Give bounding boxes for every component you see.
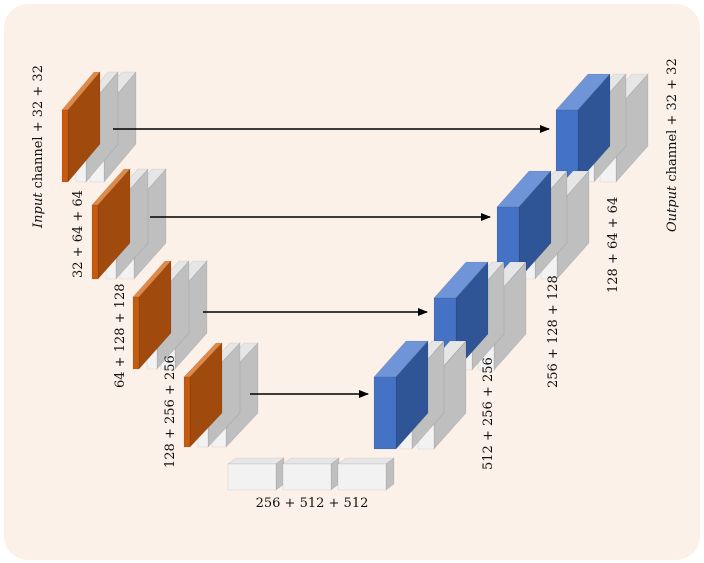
- label-bottleneck: 256 + 512 + 512: [256, 496, 369, 511]
- encoder-3-block-1: [132, 260, 172, 370]
- bottleneck-block-2-top: [282, 457, 340, 465]
- decoder-4-block-1-front: [373, 376, 397, 450]
- bottleneck-block-2: [282, 457, 340, 491]
- label-decoder-level-3: 256 + 128 + 128: [546, 275, 561, 388]
- diagram-background: [4, 4, 700, 560]
- skip-connection-arrows: [113, 125, 550, 398]
- label-decoder-level-4: 512 + 256 + 256: [481, 357, 496, 470]
- encoder-4-block-1: [183, 342, 223, 448]
- label-decoder-level-2: 128 + 64 + 64: [606, 197, 621, 293]
- label-encoder-level-3: 64 + 128 + 128: [113, 284, 128, 388]
- label-encoder-level-2: 32 + 64 + 64: [71, 190, 86, 278]
- bottleneck-block-3-front: [337, 463, 387, 491]
- bottleneck-block-2-front: [282, 463, 332, 491]
- decoder-1-block-1: [555, 73, 611, 183]
- label-input-channel: Input channel + 32 + 32: [31, 65, 46, 229]
- label-output-channel: Output channel + 32 + 32: [665, 58, 680, 232]
- encoder-4-block-1-front: [183, 376, 191, 448]
- label-encoder-level-4: 128 + 256 + 256: [163, 355, 178, 468]
- encoder-1-block-1: [61, 71, 101, 183]
- bottleneck-block-1-top: [227, 457, 285, 465]
- blocks-layer: [61, 71, 649, 491]
- bottleneck-block-3-side: [385, 457, 395, 491]
- decoder-4-block-1: [373, 340, 429, 450]
- bottleneck-block-1-front: [227, 463, 277, 491]
- bottleneck-block-3-top: [337, 457, 395, 465]
- bottleneck-block-1: [227, 457, 285, 491]
- decoder-2-block-1: [496, 170, 552, 280]
- encoder-3-block-1-front: [132, 296, 140, 370]
- encoder-1-block-1-front: [61, 109, 69, 183]
- encoder-2-block-1: [91, 168, 131, 280]
- bottleneck-block-3: [337, 457, 395, 491]
- encoder-2-block-1-front: [91, 204, 99, 280]
